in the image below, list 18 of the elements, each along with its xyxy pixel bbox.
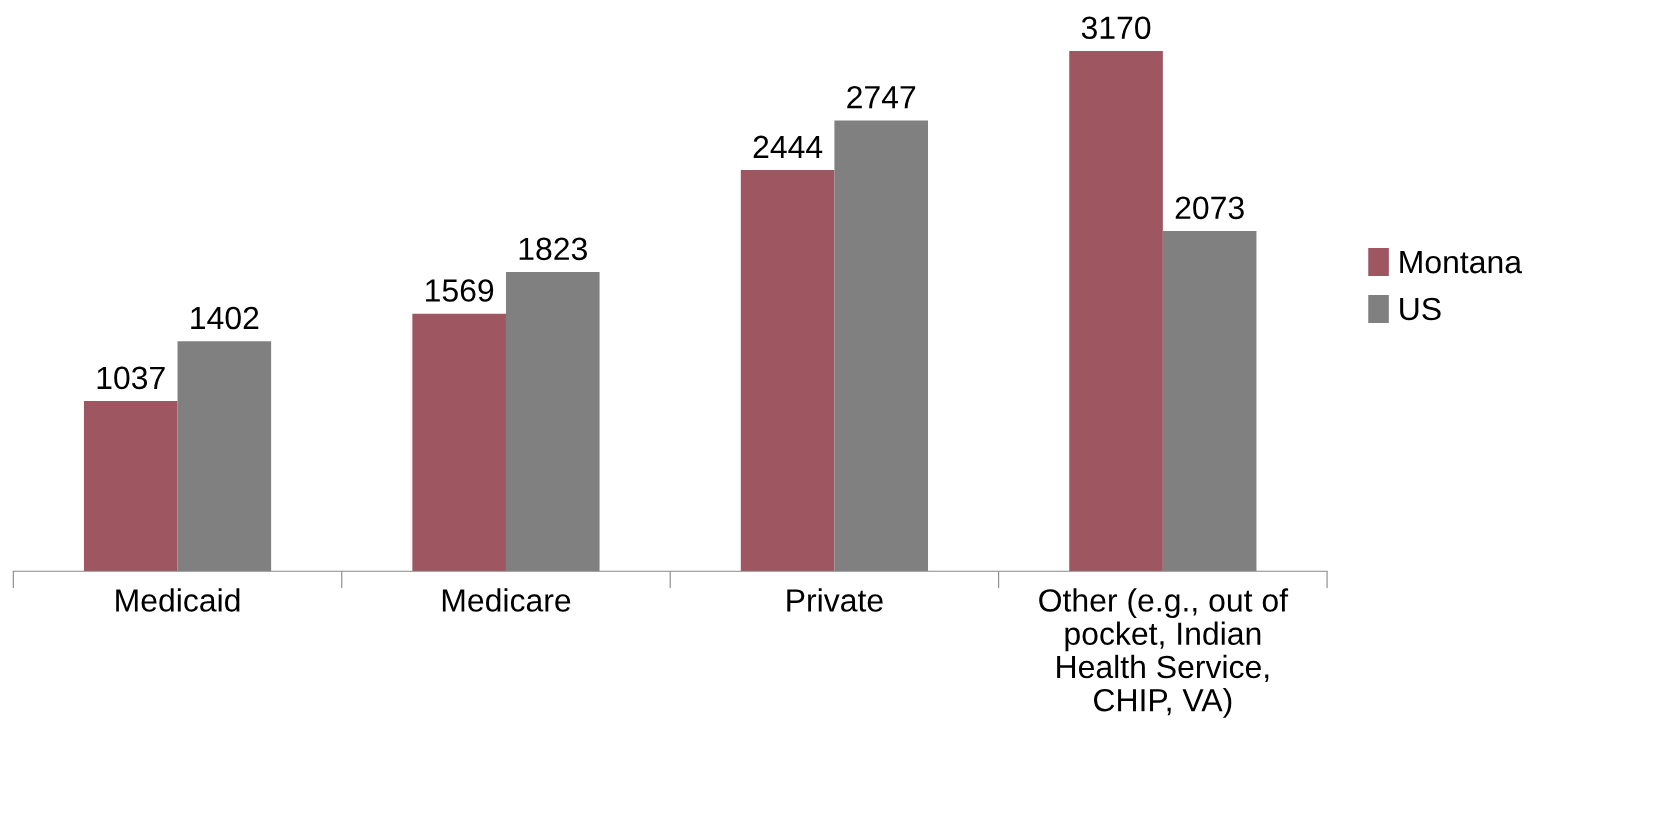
x-tick-label: Other (e.g., out of pocket, Indian Health Service, CHIP, VA) [1039, 588, 1289, 718]
legend-label: US [1400, 297, 1441, 321]
x-tick-label: Private [787, 588, 883, 612]
bar [83, 401, 178, 572]
data-label: 1402 [191, 306, 259, 330]
bar [1069, 50, 1163, 572]
data-label: 2073 [1175, 196, 1244, 220]
bar [412, 313, 506, 572]
x-tick-label: Medicare [442, 588, 571, 612]
data-label: 3170 [1081, 16, 1151, 40]
data-label: 1569 [426, 279, 494, 302]
data-label: 2747 [847, 85, 916, 109]
data-label: 1037 [97, 366, 165, 390]
data-label: 2444 [753, 135, 823, 158]
x-tick-label: Medicaid [116, 588, 240, 612]
legend-label: Montana [1400, 251, 1523, 274]
data-label: 1823 [519, 237, 587, 261]
bar [740, 170, 835, 572]
